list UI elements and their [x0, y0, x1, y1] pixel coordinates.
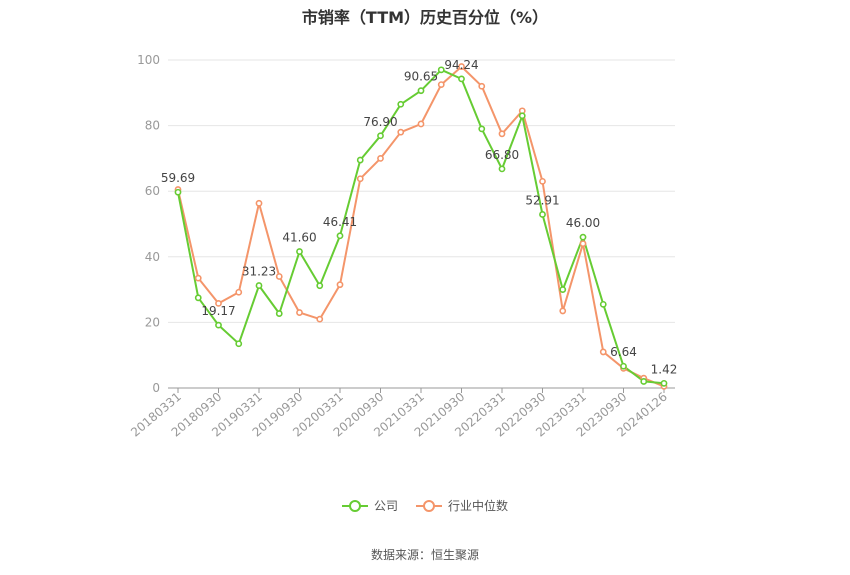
legend-item-company[interactable]: 公司 [341, 497, 398, 514]
legend-item-industry-median[interactable]: 行业中位数 [416, 497, 508, 514]
chart-title: 市销率（TTM）历史百分位（%） [301, 8, 549, 27]
data-label: 94.24 [444, 58, 478, 72]
y-tick-label: 20 [145, 315, 160, 329]
data-label: 46.00 [566, 216, 600, 230]
legend-label-industry-median: 行业中位数 [448, 499, 509, 513]
data-label: 66.80 [485, 148, 519, 162]
data-point [336, 232, 344, 240]
data-point [599, 300, 607, 308]
data-point [437, 66, 445, 74]
data-label: 31.23 [242, 265, 276, 279]
data-point [417, 87, 425, 95]
data-point [539, 211, 546, 218]
data-point [377, 132, 384, 140]
data-point [194, 274, 202, 282]
legend-swatch-company [341, 499, 368, 513]
data-point [458, 75, 465, 83]
data-point [417, 120, 425, 128]
series-points [174, 63, 668, 390]
data-label: 76.90 [363, 115, 397, 129]
data-point [478, 82, 486, 90]
legend-swatch-industry-median [416, 499, 442, 513]
data-label: 52.91 [525, 193, 559, 207]
legend: 公司 行业中位数 [0, 497, 850, 514]
data-point [275, 273, 283, 280]
axes: 0204060801002018033120180930201903312019… [128, 53, 675, 440]
data-point [215, 321, 222, 329]
data-point [255, 282, 263, 289]
data-label: 46.41 [323, 215, 357, 229]
data-point [316, 282, 324, 290]
data-point [215, 299, 222, 307]
data-point [356, 156, 364, 164]
data-point [275, 310, 283, 317]
data-point [316, 315, 324, 323]
data-point [640, 378, 648, 385]
data-point [660, 379, 668, 387]
y-tick-label: 0 [152, 381, 160, 395]
data-label: 90.65 [404, 70, 438, 84]
data-point [336, 281, 344, 289]
data-point [296, 309, 303, 316]
data-point [296, 248, 303, 255]
data-point [579, 233, 587, 241]
data-point [235, 288, 243, 296]
gridlines [168, 59, 675, 323]
data-point [437, 81, 445, 88]
data-label: 6.64 [610, 345, 637, 359]
y-tick-label: 60 [145, 184, 160, 198]
data-point [579, 240, 587, 248]
data-point [194, 294, 202, 302]
data-point [397, 128, 405, 136]
data-point [599, 348, 607, 356]
data-point [174, 188, 182, 196]
data-point [377, 154, 384, 162]
legend-label-company: 公司 [373, 499, 398, 513]
data-point [498, 165, 506, 173]
data-point [539, 177, 546, 185]
y-tick-label: 80 [145, 119, 160, 133]
source-note: 数据来源：恒生聚源 [370, 548, 479, 562]
data-point [559, 307, 567, 315]
data-point [397, 100, 405, 108]
data-point [235, 340, 243, 348]
data-point [559, 286, 567, 293]
data-point [498, 130, 506, 138]
data-point [518, 112, 526, 120]
data-point [478, 125, 486, 133]
data-label: 59.69 [161, 171, 195, 185]
y-tick-label: 40 [145, 250, 160, 264]
data-point [255, 199, 263, 207]
data-point [620, 362, 627, 370]
data-label: 1.42 [651, 362, 678, 376]
data-label: 41.60 [282, 231, 316, 245]
data-label: 19.17 [201, 304, 235, 318]
data-point [458, 63, 465, 70]
data-labels: 59.69 19.17 31.23 41.60 46.41 76.90 90.65 94.24… [161, 58, 678, 376]
y-tick-label: 100 [137, 53, 160, 67]
data-point [356, 175, 364, 183]
